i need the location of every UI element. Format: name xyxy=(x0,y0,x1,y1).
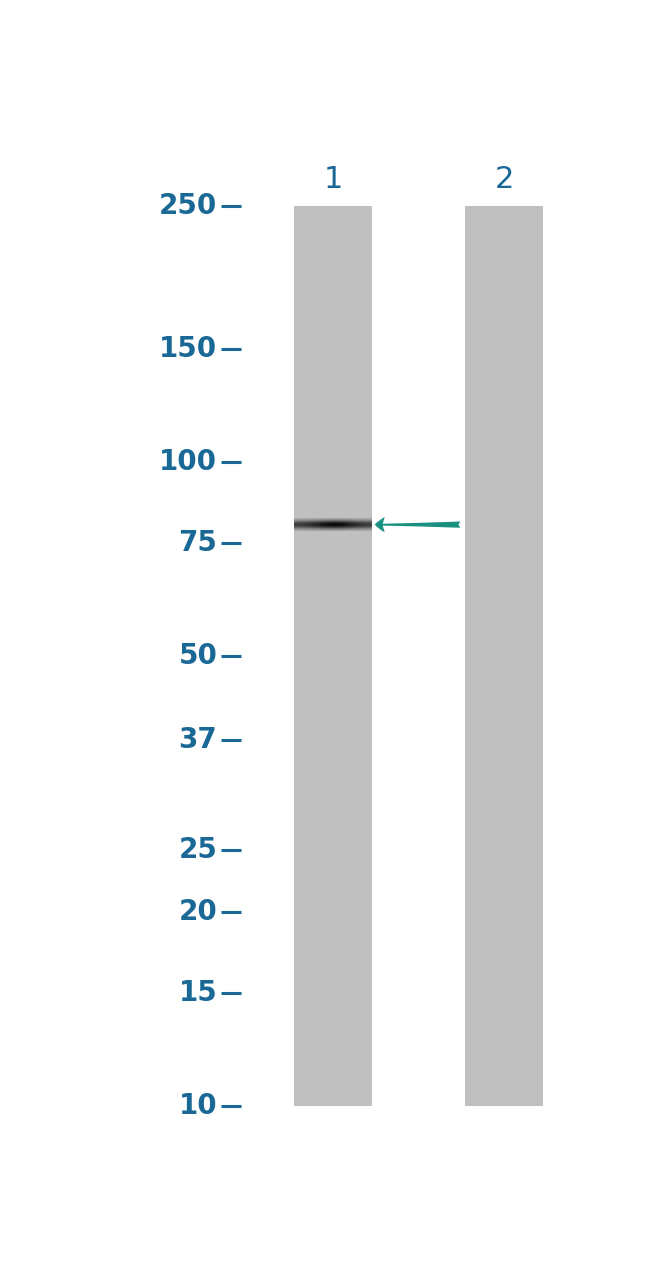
Text: 37: 37 xyxy=(179,726,217,754)
Text: 15: 15 xyxy=(179,978,217,1007)
Text: 10: 10 xyxy=(179,1092,217,1120)
Text: 100: 100 xyxy=(159,448,217,476)
Text: 150: 150 xyxy=(159,335,217,363)
Bar xyxy=(294,206,372,1106)
Text: 50: 50 xyxy=(178,643,217,671)
Text: 2: 2 xyxy=(495,165,514,194)
Bar xyxy=(465,206,543,1106)
Text: 75: 75 xyxy=(178,528,217,556)
Text: 25: 25 xyxy=(178,836,217,864)
Text: 20: 20 xyxy=(179,898,217,926)
Text: 1: 1 xyxy=(324,165,343,194)
Text: 250: 250 xyxy=(159,192,217,220)
